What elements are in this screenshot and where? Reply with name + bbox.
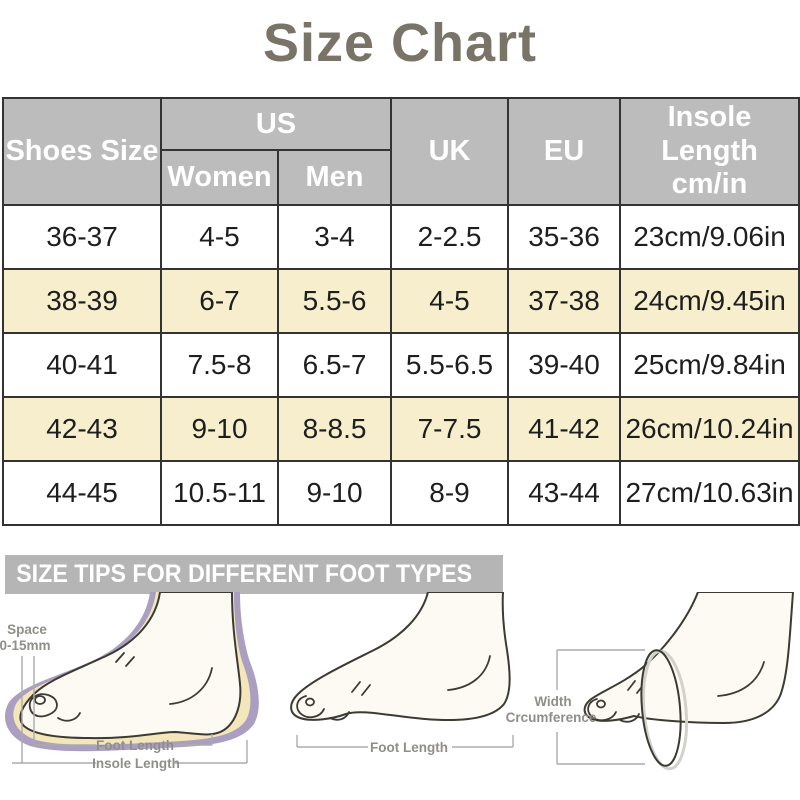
big-toe-line [296,695,325,719]
table-row: 40-41 7.5-8 6.5-7 5.5-6.5 39-40 25cm/9.8… [2,332,800,398]
header-eu: EU [507,97,622,206]
cell-us-men: 8-8.5 [276,396,393,462]
header-us-women: Women [160,149,279,206]
cell-insole-length: 26cm/10.24in [619,396,800,462]
cell-us-women: 6-7 [160,268,279,334]
cell-shoes-size: 40-41 [2,332,162,398]
cell-us-women: 9-10 [160,396,279,462]
cell-eu: 43-44 [507,460,622,526]
table-row: 36-37 4-5 3-4 2-2.5 35-36 23cm/9.06in [2,204,800,270]
width-label-line2: Crcumference [506,710,597,725]
space-label-line2: 0-15mm [0,638,51,653]
insole-length-measure-line [12,740,248,764]
width-circumference-diagram: Width Crcumference [506,592,794,771]
toe-crease-ticks [115,652,135,667]
big-toe-line [587,698,617,722]
heel-curve-line [169,667,213,705]
foot-insole-diagram: Space 0-15mm Foot Length Insole Length [0,592,259,771]
cell-insole-length: 23cm/9.06in [619,204,800,270]
foot-length-label: Foot Length [370,740,448,755]
header-us-men: Men [276,149,393,206]
toe-crease-ticks [351,681,371,696]
cell-us-men: 6.5-7 [276,332,393,398]
cell-eu: 41-42 [507,396,622,462]
space-label-line1: Space [7,622,47,637]
cell-shoes-size: 42-43 [2,396,162,462]
width-measure-bracket [556,649,645,765]
foot-measurement-diagrams: Space 0-15mm Foot Length Insole Length F… [0,592,794,771]
page-title: Size Chart [262,13,538,73]
cell-shoes-size: 36-37 [2,204,162,270]
cell-eu: 35-36 [507,204,622,270]
cell-insole-length: 27cm/10.63in [619,460,800,526]
cell-us-women: 7.5-8 [160,332,279,398]
space-measure-lines [21,656,35,763]
width-label-line1: Width [534,694,571,709]
size-tips-banner-text: SIZE TIPS FOR DIFFERENT FOOT TYPES [16,560,473,588]
foot-length-diagram: Foot Length [290,592,514,755]
cell-eu: 39-40 [507,332,622,398]
foot-length-measure-line [34,734,213,746]
foot-side-outline [290,592,511,722]
header-shoes-size: Shoes Size [2,97,162,206]
foot-side-outline [19,592,242,740]
second-toe-line [57,712,81,722]
cell-us-men: 5.5-6 [276,268,393,334]
cell-uk: 4-5 [390,268,510,334]
foot-length-measure-line [296,735,514,748]
cell-us-men: 3-4 [276,204,393,270]
cell-eu: 37-38 [507,268,622,334]
second-toe-line [619,713,640,723]
heel-curve-line [717,661,765,697]
cell-uk: 7-7.5 [390,396,510,462]
heel-curve-line [447,655,491,691]
insole-length-label: Insole Length [92,756,180,771]
cell-us-women: 10.5-11 [160,460,279,526]
cell-us-men: 9-10 [276,460,393,526]
table-row: 42-43 9-10 8-8.5 7-7.5 41-42 26cm/10.24i… [2,396,800,462]
cell-uk: 2-2.5 [390,204,510,270]
circumference-ring [640,649,682,767]
cell-uk: 8-9 [390,460,510,526]
toe-nail-line [34,695,46,705]
header-us: US [159,97,393,151]
header-row-2: Women Men [3,149,799,206]
size-tips-banner: SIZE TIPS FOR DIFFERENT FOOT TYPES [5,555,503,594]
cell-shoes-size: 38-39 [2,268,162,334]
header-insole-length-line1: Insole Length [661,101,758,167]
cell-uk: 5.5-6.5 [390,332,510,398]
size-chart-table: Shoes Size US UK EU Insole Length cm/in … [2,97,800,526]
toe-nail-line [596,699,606,709]
second-toe-line [329,711,350,721]
foot-side-outline [583,592,794,724]
header-uk: UK [390,97,510,206]
cell-us-women: 4-5 [160,204,279,270]
cell-insole-length: 24cm/9.45in [619,268,800,334]
table-row: 38-39 6-7 5.5-6 4-5 37-38 24cm/9.45in [2,268,800,334]
header-row-1: Shoes Size US UK EU Insole Length cm/in [2,97,800,206]
header-insole-length-line2: cm/in [671,168,748,201]
header-insole-length: Insole Length cm/in [619,97,800,206]
toe-nail-line [305,697,315,707]
foot-length-label: Foot Length [96,738,174,753]
cell-shoes-size: 44-45 [2,460,162,526]
cell-insole-length: 25cm/9.84in [619,332,800,398]
table-row: 44-45 10.5-11 9-10 8-9 43-44 27cm/10.63i… [2,460,800,526]
